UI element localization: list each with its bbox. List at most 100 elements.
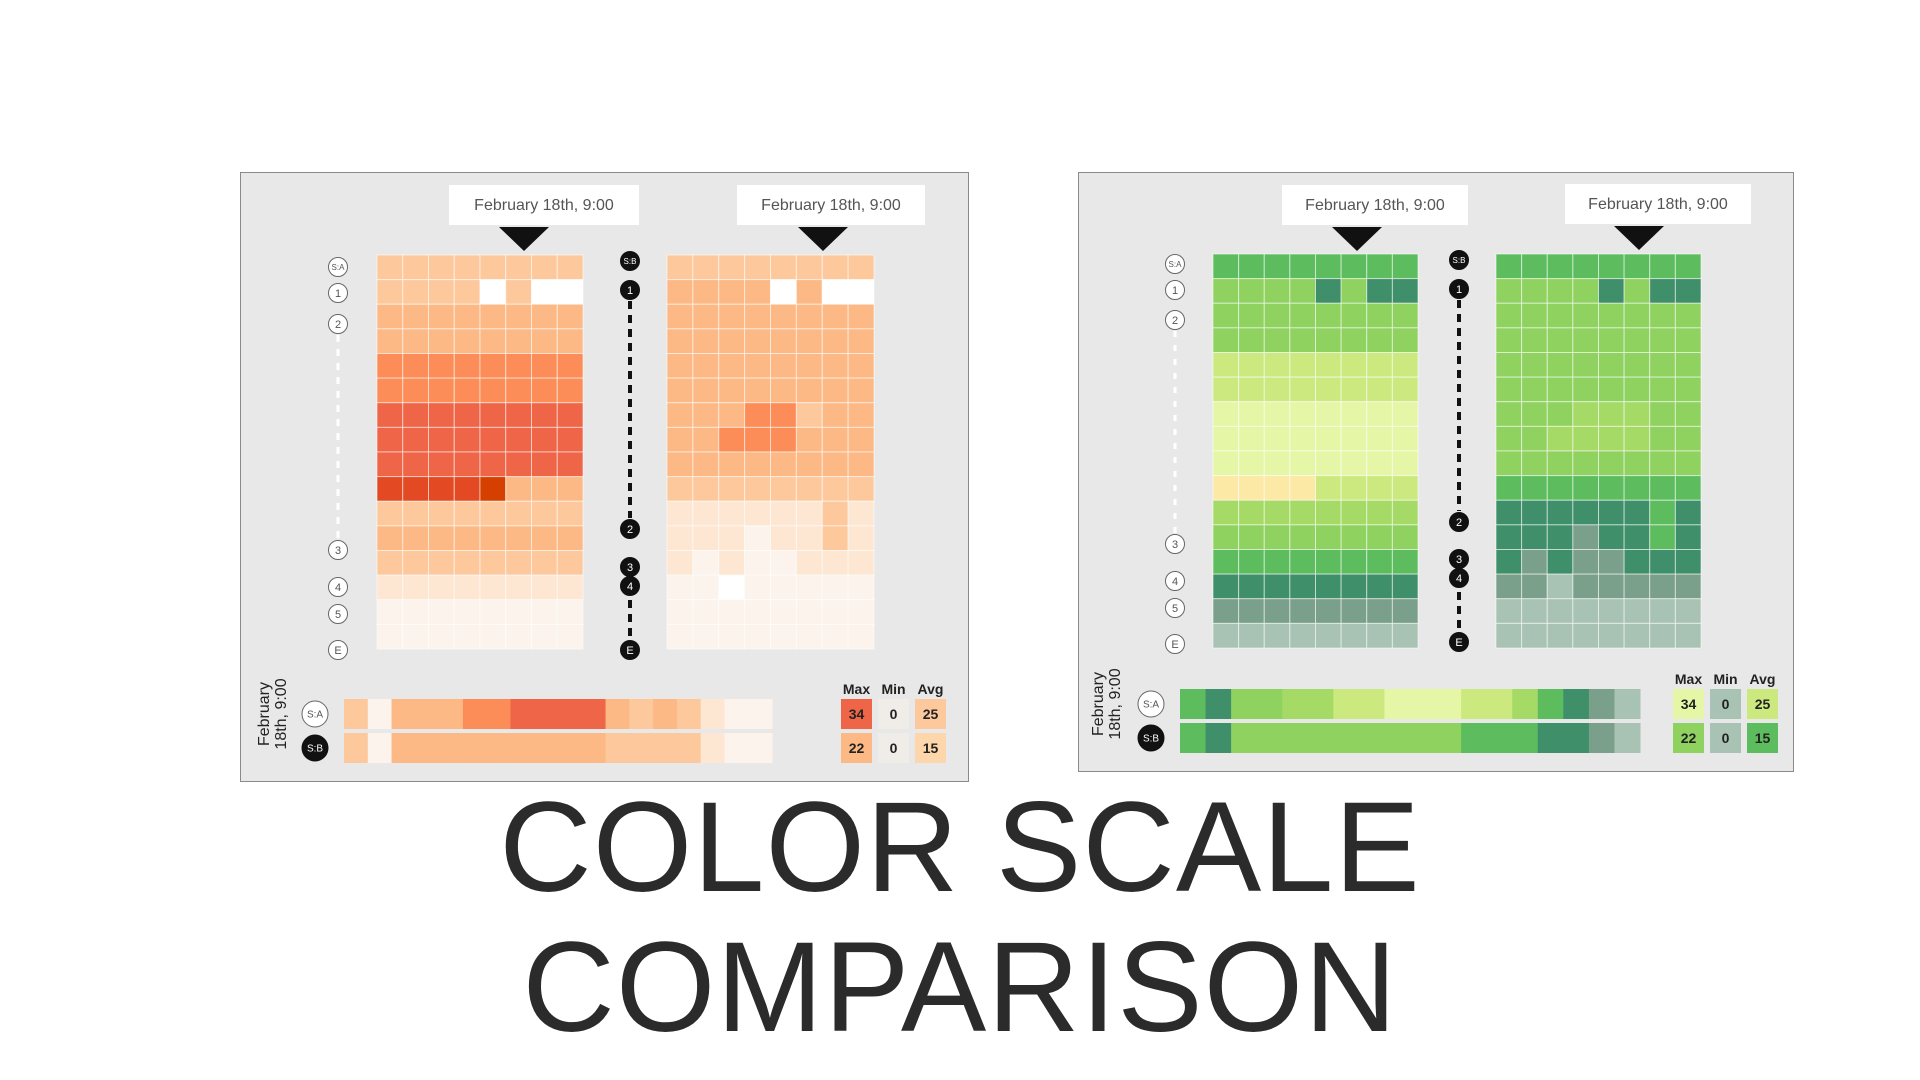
green-strip-a-cell	[1205, 689, 1232, 719]
green-strip-b-cell	[1256, 723, 1283, 753]
green-grid-a-cell	[1366, 622, 1393, 649]
orange-grid-a-cell	[376, 353, 404, 379]
green-grid-a-cell	[1366, 302, 1393, 329]
green-station-a-3-circle	[1165, 534, 1185, 554]
green-grid-b-cell	[1598, 278, 1625, 304]
green-station-b-5-circle	[1449, 632, 1469, 652]
orange-grid-a-cell	[453, 574, 481, 601]
green-grid-b-cell	[1649, 302, 1676, 329]
green-callout-a-text: February 18th, 9:00	[1305, 197, 1445, 214]
green-station-a-0-label: S:A	[1169, 260, 1183, 269]
orange-grid-a-cell	[453, 328, 481, 354]
orange-grid-b-cell	[847, 550, 875, 576]
green-strip-b-cell	[1512, 723, 1539, 753]
green-grid-b-cell	[1598, 376, 1625, 403]
green-grid-a-cell	[1340, 327, 1368, 353]
orange-grid-b-cell	[770, 328, 797, 354]
orange-grid-b-cell	[847, 402, 875, 428]
orange-grid-a-cell	[556, 303, 584, 330]
green-strip-a-cell	[1486, 689, 1513, 719]
green-grid-a-cell	[1340, 499, 1368, 526]
green-station-a-4-circle	[1165, 571, 1185, 591]
orange-stats-header-avg: Avg	[918, 681, 944, 697]
orange-station-b-5-circle	[620, 640, 640, 660]
green-stats-1-1-box	[1710, 723, 1741, 753]
orange-stats-header-min: Min	[881, 681, 905, 697]
orange-callout-a-box	[449, 185, 639, 225]
green-grid-b-cell	[1598, 253, 1625, 280]
orange-grid-b-cell	[744, 623, 771, 650]
green-grid-a-cell	[1391, 573, 1419, 600]
orange-station-b-4-label: 4	[627, 581, 633, 593]
green-grid-a-cell	[1238, 622, 1265, 649]
green-grid-a-cell	[1263, 524, 1291, 550]
orange-callout-b-text: February 18th, 9:00	[761, 197, 901, 214]
green-grid-b-cell	[1572, 401, 1599, 427]
orange-grid-a-cell	[556, 353, 584, 379]
green-station-a-2-circle	[1165, 310, 1185, 330]
orange-grid-a-cell	[479, 500, 507, 527]
green-grid-b-cell	[1598, 352, 1625, 378]
green-grid-b-cell	[1495, 352, 1523, 378]
green-grid-a-cell	[1366, 327, 1393, 353]
green-grid-b-cell	[1572, 352, 1599, 378]
green-grid-a-cell	[1238, 327, 1265, 353]
orange-grid-a-cell	[505, 377, 532, 404]
green-grid-a-cell	[1212, 499, 1240, 526]
orange-grid-b-cell	[718, 574, 746, 601]
title-line-1: COLOR SCALE	[499, 776, 1421, 919]
orange-grid-a-cell	[453, 599, 481, 625]
green-grid-b-cell	[1495, 573, 1523, 600]
orange-station-a-4-label: 4	[335, 582, 341, 594]
orange-station-a-6-label: E	[334, 645, 341, 657]
green-grid-b-cell	[1674, 376, 1702, 403]
orange-stats-0-1-box	[878, 699, 909, 729]
green-grid-b-cell	[1674, 253, 1702, 280]
orange-grid-b-cell	[692, 451, 720, 478]
green-grid-a-cell	[1263, 425, 1291, 452]
green-grid-a-cell	[1315, 327, 1342, 353]
green-grid-b-cell	[1598, 327, 1625, 353]
green-strip-a-cell	[1384, 689, 1411, 719]
green-grid-a-cell	[1238, 499, 1265, 526]
orange-station-b-1-label: 1	[627, 285, 633, 297]
orange-grid-a-cell	[479, 574, 507, 601]
orange-grid-b-cell	[692, 328, 720, 354]
green-grid-b-cell	[1623, 622, 1651, 649]
orange-grid-b-cell	[692, 599, 720, 625]
green-stats-header-avg: Avg	[1750, 671, 1776, 687]
green-grid-b-cell	[1598, 302, 1625, 329]
green-grid-b-cell	[1521, 475, 1548, 501]
orange-grid-a-cell	[376, 254, 404, 281]
green-stats-1-0-box	[1673, 723, 1704, 753]
orange-strip-b-cell	[748, 733, 773, 763]
orange-strip-a-cell	[391, 699, 416, 729]
green-grid-a-cell	[1366, 524, 1393, 550]
orange-grid-a-cell	[479, 426, 507, 453]
green-grid-a-cell	[1340, 524, 1368, 550]
orange-strip-a-cell	[439, 699, 464, 729]
orange-grid-b-cell	[666, 599, 694, 625]
orange-stats-header-max: Max	[843, 681, 870, 697]
green-grid-b-cell	[1598, 401, 1625, 427]
green-grid-b-cell	[1674, 549, 1702, 575]
green-grid-a-cell	[1391, 475, 1419, 501]
orange-grid-b-cell	[718, 279, 746, 305]
orange-strip-b-cell	[605, 733, 630, 763]
green-callout-a-box	[1282, 185, 1468, 225]
orange-scale-panel: February 18th, 9:00 February 18th, 9:00 S:…	[240, 172, 969, 782]
green-grid-b-cell	[1546, 302, 1574, 329]
orange-grid-a-cell	[479, 599, 507, 625]
green-grid-a-cell	[1315, 278, 1342, 304]
orange-strip-b-cell	[676, 733, 702, 763]
orange-grid-a-cell	[428, 328, 455, 354]
orange-grid-a-cell	[505, 279, 532, 305]
orange-stats-1-2-box	[915, 733, 946, 763]
green-strip-a-icon-label: S:A	[1143, 700, 1159, 711]
green-grid-b-cell	[1495, 401, 1523, 427]
green-grid-b-cell	[1521, 401, 1548, 427]
green-grid-b-cell	[1649, 450, 1676, 477]
orange-grid-a-cell	[531, 500, 558, 527]
orange-grid-a-cell	[428, 353, 455, 379]
orange-grid-a-cell	[376, 303, 404, 330]
